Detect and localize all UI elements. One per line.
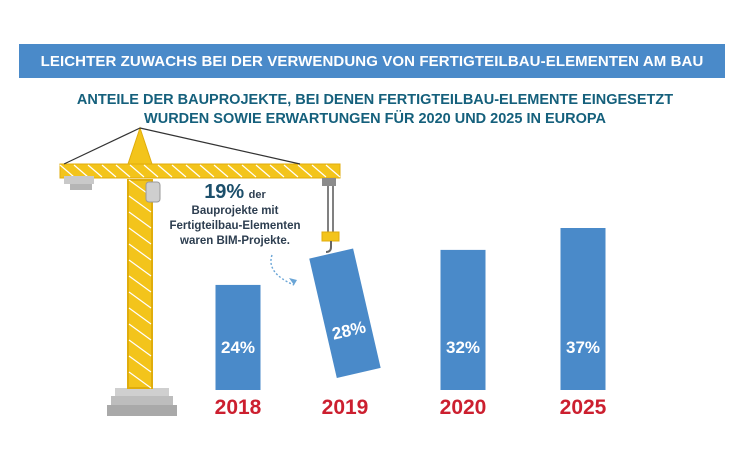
- bar-group-2025: 37%: [560, 228, 606, 390]
- callout-arrow: [270, 254, 295, 286]
- crane-jib-lattice: [59, 164, 341, 178]
- crane-cable-right: [139, 127, 301, 165]
- callout-value: 19%: [204, 181, 245, 203]
- callout-word: der: [248, 189, 266, 201]
- crane-hook-block: [321, 231, 340, 242]
- bar-value-label-2025: 37%: [566, 338, 600, 357]
- crane-counterweight-2: [70, 184, 92, 190]
- x-tick-label-2020: 2020: [440, 396, 487, 419]
- bar-value-label-2020: 32%: [446, 338, 480, 357]
- bar-2025: [560, 228, 606, 390]
- crane-trolley: [322, 178, 336, 186]
- callout-arrowhead: [289, 278, 297, 285]
- chart-subtitle: ANTEILE DER BAUPROJEKTE, BEI DENEN FERTI…: [40, 91, 710, 129]
- bar-2020: [440, 249, 486, 390]
- x-tick-label-2025: 2025: [560, 396, 607, 419]
- chart-title: LEICHTER ZUWACHS BEI DER VERWENDUNG VON …: [40, 52, 704, 70]
- crane-mast-lattice: [128, 179, 152, 389]
- crane-illustration: [59, 126, 341, 416]
- crane-cable-left: [63, 127, 141, 165]
- x-tick-label-2019: 2019: [322, 396, 369, 419]
- callout-line-2: Fertigteilbau-Elementen: [169, 220, 301, 232]
- crane-base-bottom: [107, 405, 177, 416]
- bar-group-2018: 24%: [215, 284, 261, 390]
- callout-line-3: waren BIM-Projekte.: [180, 235, 290, 247]
- crane-base-middle: [111, 396, 173, 405]
- crane-cabin: [145, 181, 161, 203]
- bar-2018: [215, 284, 261, 390]
- crane-base-top: [115, 388, 169, 396]
- bar-2019: [309, 248, 381, 379]
- bar-value-label-2018: 24%: [221, 338, 255, 357]
- crane-hook-icon: [325, 241, 332, 253]
- crane-tower-top: [127, 126, 153, 165]
- subtitle-line-2: WURDEN SOWIE ERWARTUNGEN FÜR 2020 UND 20…: [144, 111, 606, 127]
- title-banner: LEICHTER ZUWACHS BEI DER VERWENDUNG VON …: [19, 44, 725, 78]
- bim-callout: 19% der Bauprojekte mit Fertigteilbau-El…: [160, 181, 310, 249]
- x-tick-label-2018: 2018: [215, 396, 262, 419]
- subtitle-line-1: ANTEILE DER BAUPROJEKTE, BEI DENEN FERTI…: [76, 92, 674, 108]
- callout-line-1: Bauprojekte mit: [191, 205, 279, 217]
- crane-jib: [59, 163, 341, 179]
- bar-group-2019: 28%: [309, 248, 381, 379]
- crane-counterweight: [64, 176, 94, 184]
- bar-series: 24% 2018 28% 2019 32% 2020 37% 2025: [215, 228, 607, 419]
- bar-group-2020: 32%: [440, 249, 486, 390]
